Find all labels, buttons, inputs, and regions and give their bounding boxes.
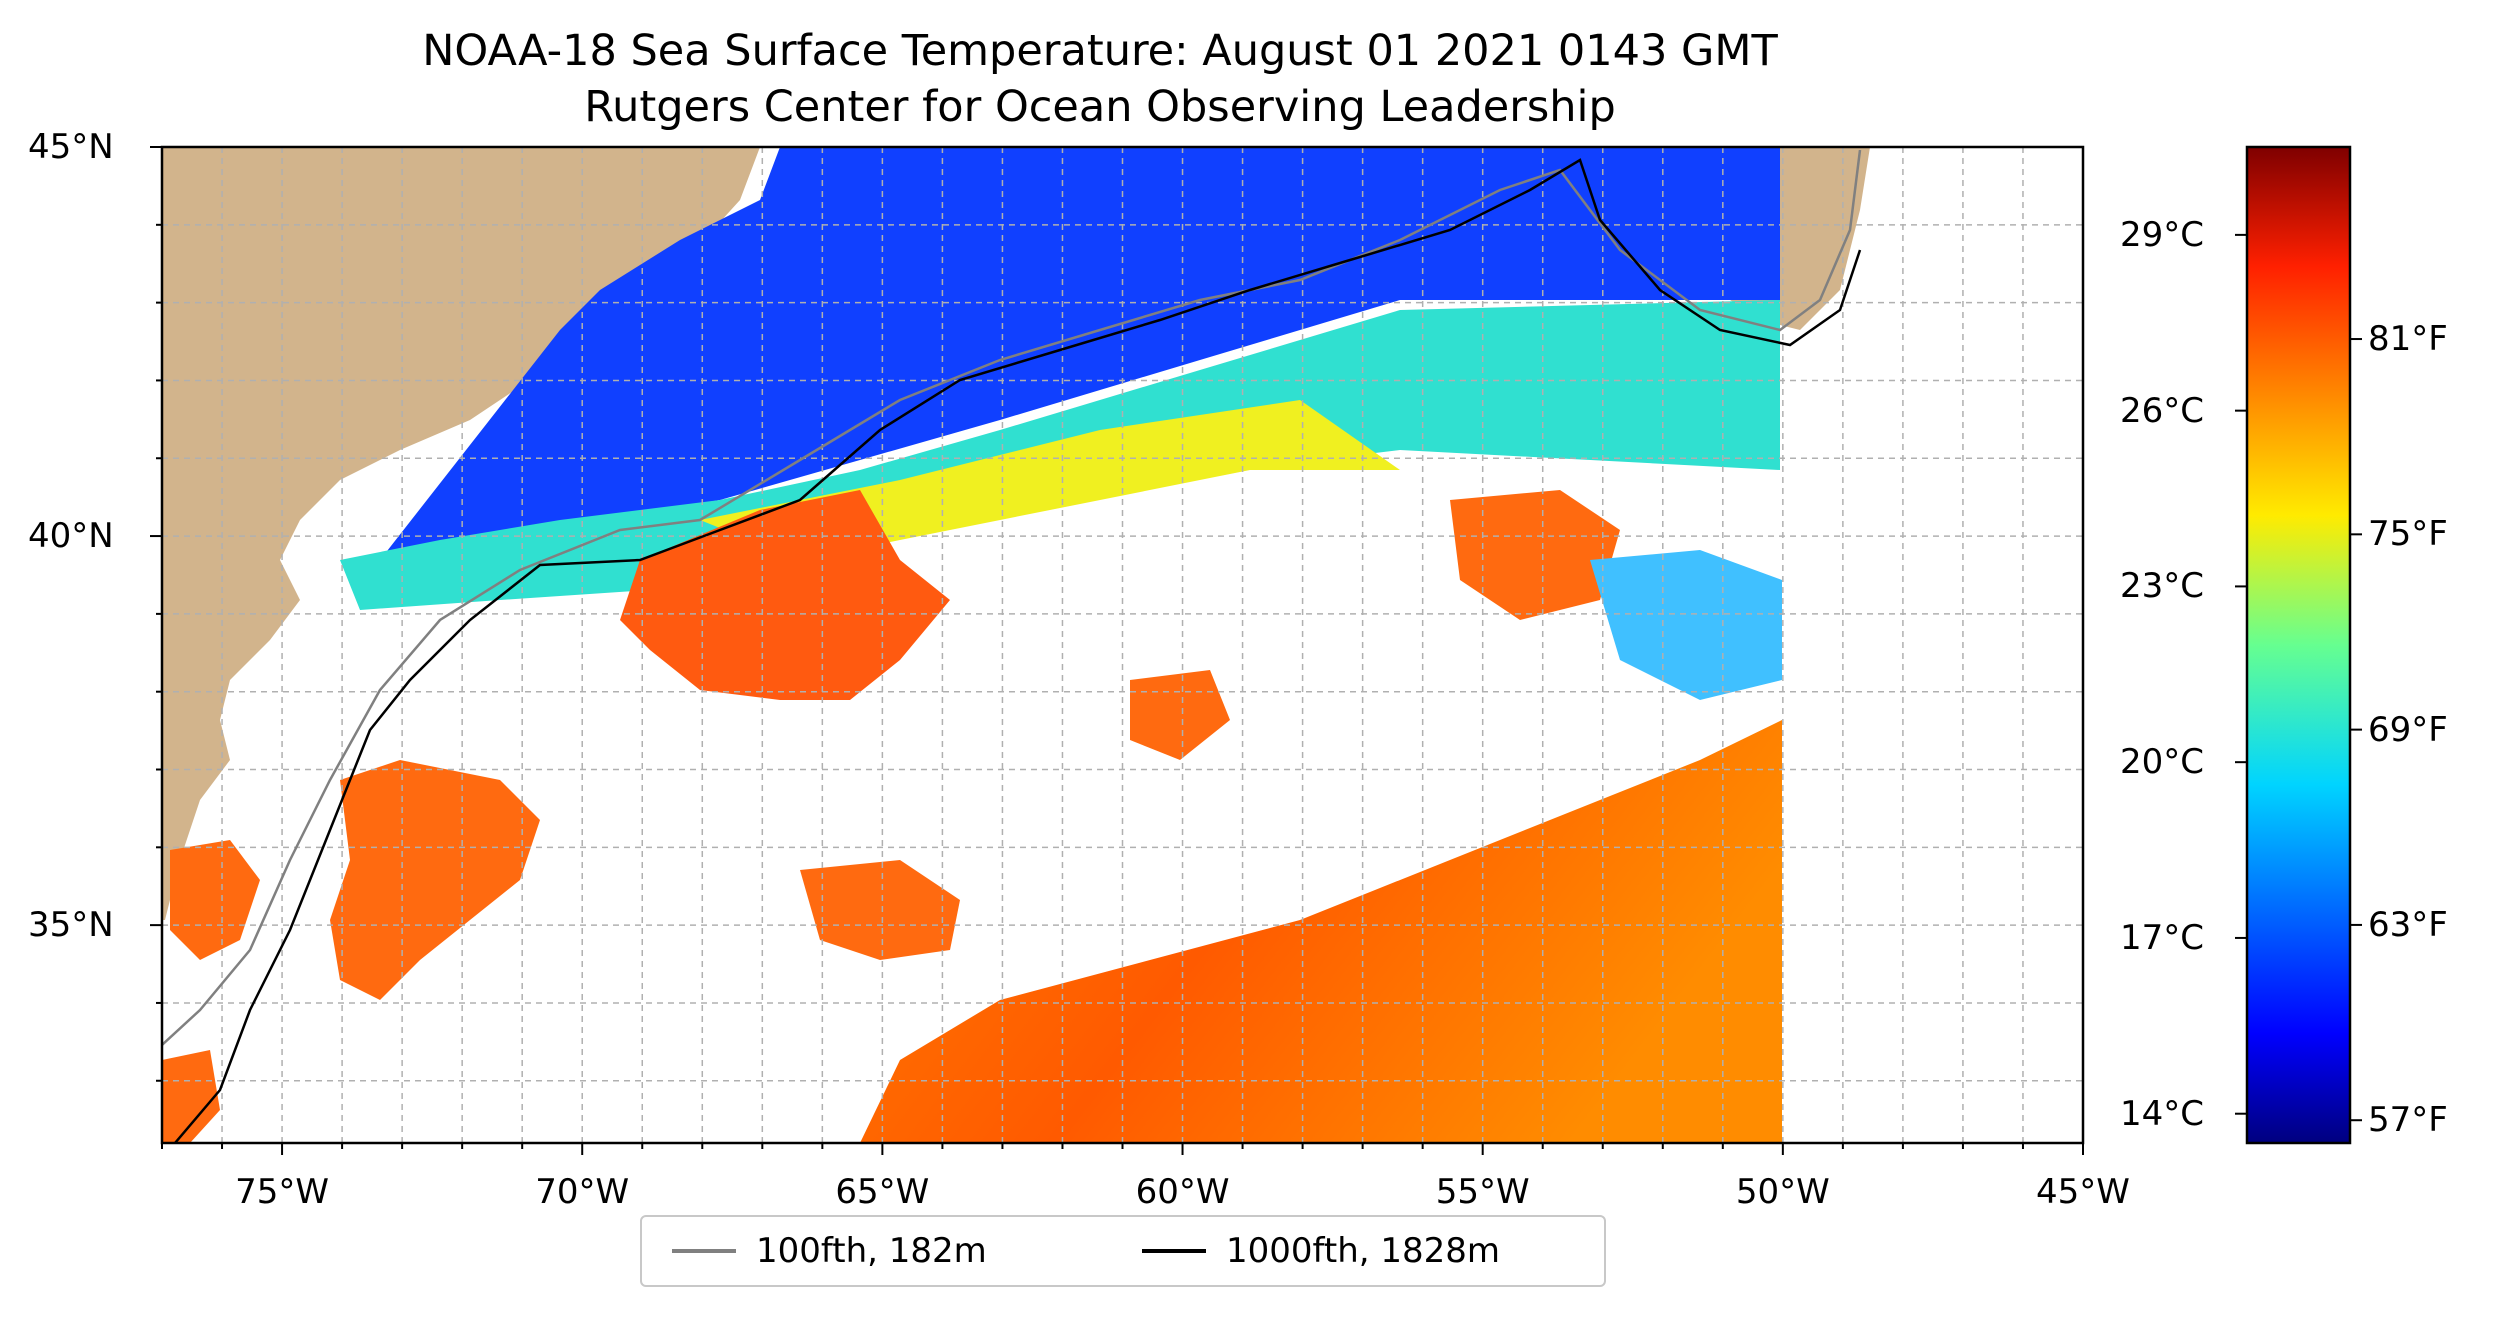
map-subtitle: Rutgers Center for Ocean Observing Leade… (584, 82, 1616, 132)
lat-tick-label: 45°N (28, 127, 114, 167)
contour-1000fth (174, 158, 1862, 1143)
lon-tick-label: 55°W (1435, 1172, 1530, 1212)
colorbar-fahrenheit-label: 63°F (2368, 904, 2448, 945)
axis-ticks (150, 146, 2084, 1155)
sst-cold-water (380, 147, 1780, 560)
lon-tick-label: 65°W (835, 1172, 930, 1212)
legend-label: 1000fth, 1828m (1226, 1231, 1501, 1271)
lat-tick-label: 40°N (28, 516, 114, 557)
colorbar-celsius-label: 14°C (2120, 1093, 2205, 1134)
sst-warm-patch (1450, 490, 1620, 620)
colorbar-fahrenheit-label: 75°F (2368, 514, 2448, 555)
legend-label: 100fth, 182m (756, 1231, 987, 1271)
sst-warm-patch (1130, 670, 1230, 760)
sst-southern-warm (860, 720, 1782, 1143)
colorbar-ticks (2235, 233, 2362, 1122)
lon-tick-label: 60°W (1135, 1172, 1230, 1212)
colorbar-celsius-label: 23°C (2120, 566, 2205, 607)
colorbar-celsius-label: 26°C (2120, 390, 2205, 431)
sst-warm-patch (330, 760, 540, 1000)
legend-line-gray (672, 1249, 736, 1253)
sst-warm-patch (162, 1050, 220, 1143)
colorbar-celsius-label: 29°C (2120, 214, 2205, 255)
legend: 100fth, 182m 1000fth, 1828m (640, 1215, 1606, 1287)
lon-tick-label: 50°W (1735, 1172, 1830, 1212)
lon-tick-label: 45°W (2036, 1172, 2130, 1212)
contour-100fth (162, 149, 1862, 1046)
lat-tick-label: 35°N (28, 905, 114, 946)
colorbar-fahrenheit-label: 69°F (2368, 709, 2448, 750)
colorbar-fahrenheit-label: 57°F (2368, 1100, 2448, 1141)
lon-tick-label: 70°W (535, 1172, 630, 1212)
map-gridlines (161, 146, 2084, 1143)
land-mass (162, 147, 760, 920)
sst-cool-patch (1590, 550, 1782, 700)
lon-tick-label: 75°W (235, 1172, 329, 1212)
legend-item-100fth: 100fth, 182m (672, 1217, 987, 1285)
legend-line-black (1142, 1249, 1206, 1253)
colorbar-celsius-label: 17°C (2120, 917, 2205, 958)
map-title: NOAA-18 Sea Surface Temperature: August … (422, 26, 1778, 76)
sst-warm-patch (800, 860, 960, 960)
sst-warm-patch (170, 840, 260, 960)
colorbar (2245, 145, 2352, 1145)
colorbar-celsius-label: 20°C (2120, 742, 2205, 783)
colorbar-fahrenheit-label: 81°F (2368, 319, 2448, 360)
legend-item-1000fth: 1000fth, 1828m (1142, 1217, 1500, 1285)
